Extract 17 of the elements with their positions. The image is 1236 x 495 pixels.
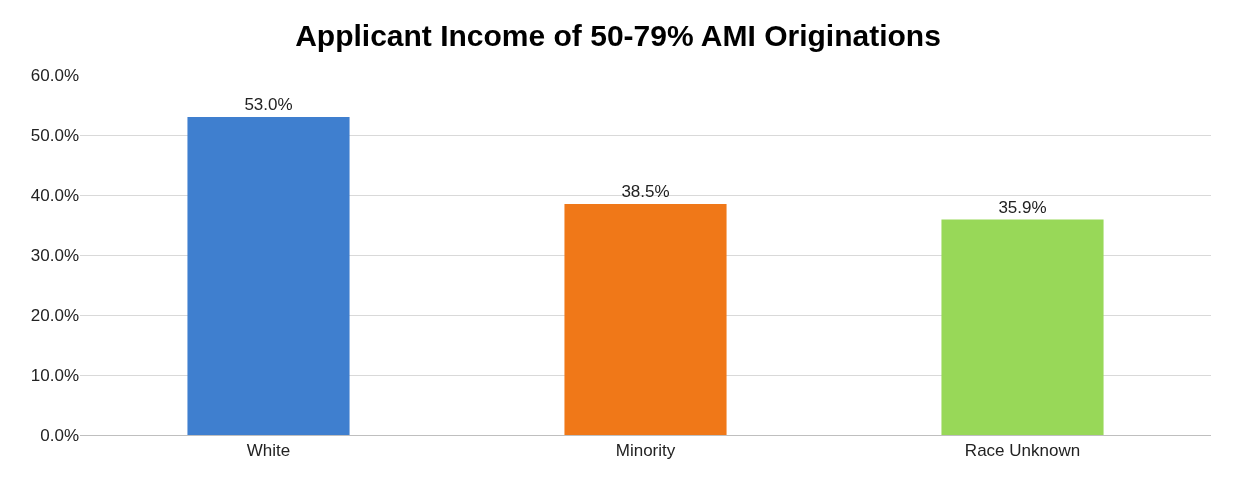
bar — [564, 204, 727, 435]
bar — [187, 117, 350, 435]
x-tick-label: White — [246, 441, 291, 461]
data-label: 38.5% — [621, 182, 670, 201]
bar — [941, 219, 1104, 435]
y-tick-label: 40.0% — [30, 185, 79, 205]
y-tick-label: 50.0% — [30, 125, 79, 145]
y-tick-label: 60.0% — [30, 65, 79, 85]
x-tick-label: Minority — [615, 441, 676, 461]
chart-title: Applicant Income of 50-79% AMI Originations — [295, 18, 941, 52]
y-tick-label: 0.0% — [40, 425, 79, 445]
y-tick-label: 30.0% — [30, 245, 79, 265]
data-label: 53.0% — [244, 95, 293, 114]
y-tick-label: 10.0% — [30, 365, 79, 385]
x-tick-label: Race Unknown — [964, 441, 1081, 461]
data-label: 35.9% — [998, 197, 1047, 217]
y-tick-label: 20.0% — [30, 305, 79, 325]
